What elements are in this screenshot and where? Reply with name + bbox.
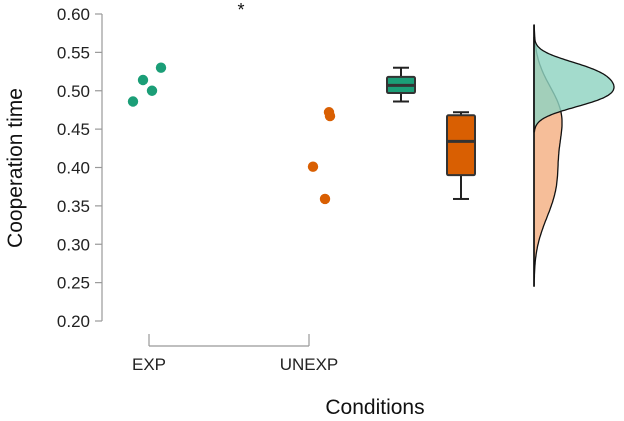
- y-tick-label-7: 0.25: [57, 274, 90, 293]
- x-tick-label-unexp: UNEXP: [280, 355, 339, 374]
- density-curves: [533, 24, 615, 287]
- point-exp-0: [127, 96, 139, 107]
- point-unexp-1: [319, 193, 331, 205]
- y-axis-title: Cooperation time: [4, 88, 27, 248]
- data-points: [127, 62, 336, 205]
- y-tick-label-0: 0.60: [57, 5, 90, 24]
- point-exp-1: [137, 74, 149, 86]
- y-tick-label-4: 0.40: [57, 159, 90, 178]
- box-unexp: [446, 114, 476, 177]
- density-exp: [533, 36, 615, 133]
- y-tick-label-6: 0.30: [57, 235, 90, 254]
- point-exp-2: [146, 85, 158, 96]
- y-axis: 0.60 0.55 0.50 0.45 0.40 0.35 0.30 0.25 0.20: [57, 5, 103, 331]
- box-plots: [386, 66, 476, 200]
- x-tick-label-exp: EXP: [132, 355, 166, 374]
- x-axis-title: Conditions: [325, 396, 424, 419]
- y-tick-label-2: 0.50: [57, 82, 90, 101]
- significance-marker: *: [237, 0, 244, 20]
- y-tick-label-5: 0.35: [57, 197, 90, 216]
- point-unexp-3: [323, 107, 335, 118]
- y-tick-label-3: 0.45: [57, 120, 90, 139]
- x-axis: EXP UNEXP: [132, 334, 338, 374]
- point-unexp-0: [307, 161, 319, 172]
- y-tick-label-1: 0.55: [57, 43, 90, 62]
- point-exp-3: [155, 62, 167, 73]
- y-tick-label-8: 0.20: [57, 312, 90, 331]
